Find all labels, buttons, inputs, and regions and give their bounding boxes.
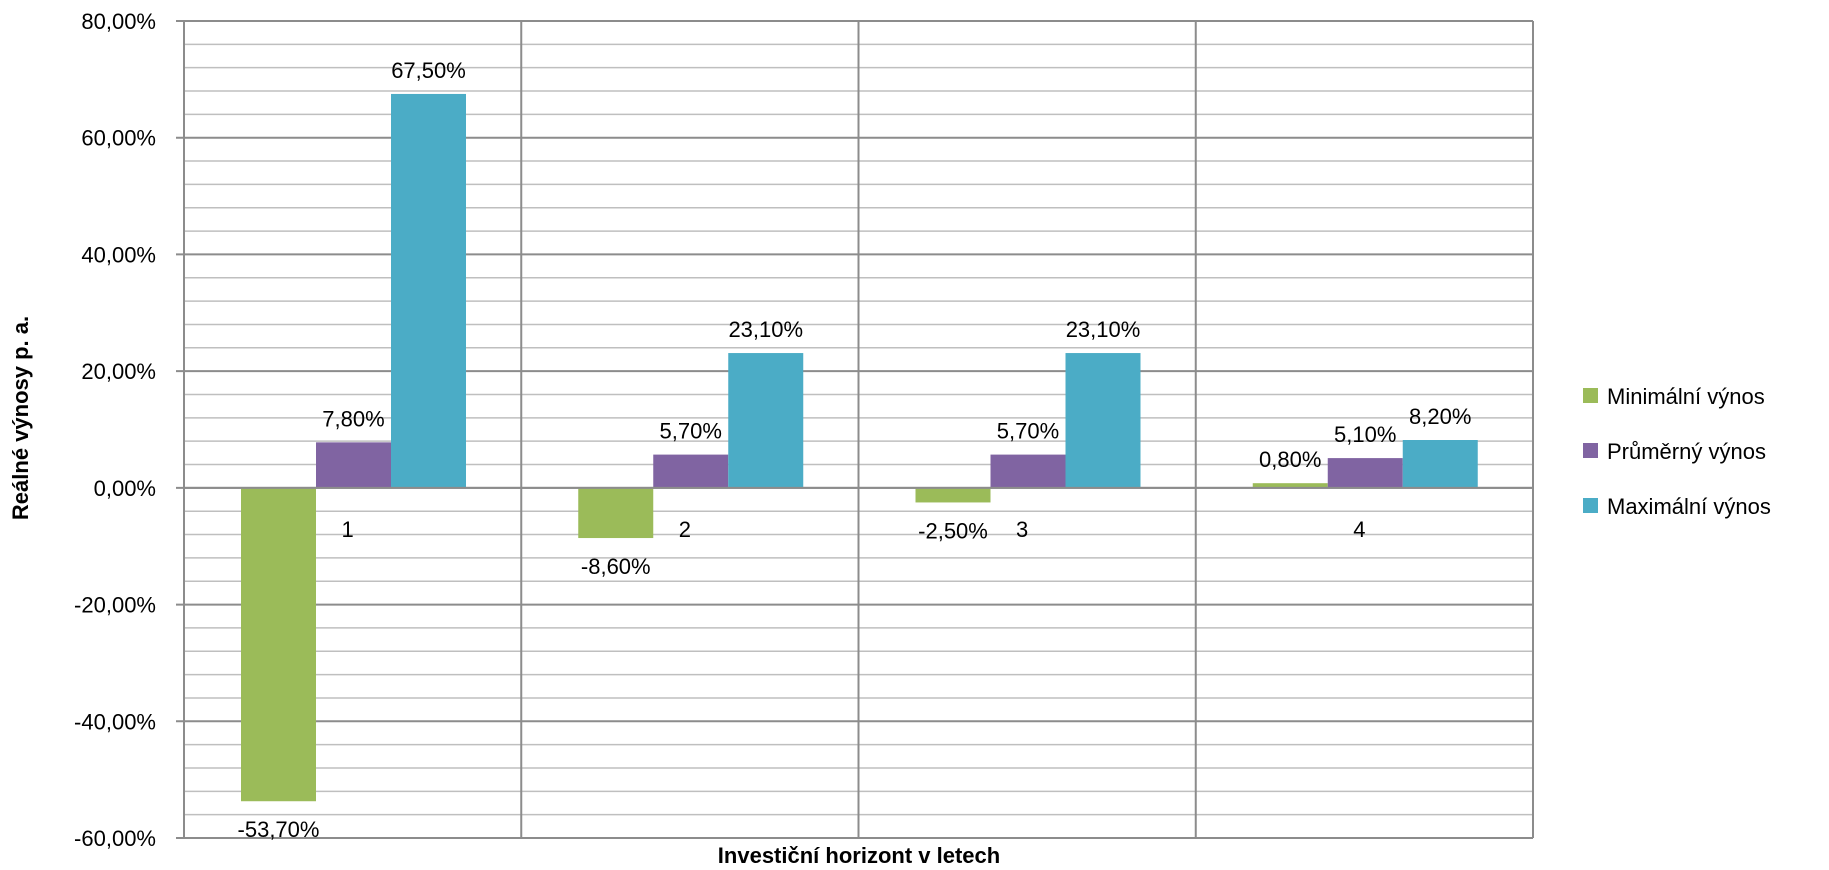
bar xyxy=(728,353,804,488)
bar xyxy=(241,487,316,802)
legend-label: Průměrný výnos xyxy=(1607,439,1766,464)
y-tick-label: 80,00% xyxy=(81,9,156,34)
x-tick-label: 2 xyxy=(679,517,691,542)
bar xyxy=(578,487,654,539)
bars xyxy=(241,93,1478,802)
bar xyxy=(990,454,1066,488)
x-tick-label: 4 xyxy=(1353,517,1365,542)
data-label: 0,80% xyxy=(1259,447,1321,472)
data-label: 7,80% xyxy=(322,406,384,431)
bar xyxy=(1327,458,1403,488)
legend-label: Maximální výnos xyxy=(1607,494,1771,519)
bar xyxy=(1065,353,1141,488)
data-labels: -53,70% 7,80% 67,50% -8,60% 5,70% 23,10% -2,50… xyxy=(238,58,1472,842)
data-label: 23,10% xyxy=(1066,317,1141,342)
data-label: 5,10% xyxy=(1334,422,1396,447)
data-label: 67,50% xyxy=(391,58,466,83)
y-axis-title: Reálné výnosy p. a. xyxy=(8,316,33,520)
legend: Minimální výnos Průměrný výnos Maximální v… xyxy=(1583,384,1771,519)
y-tick-label: 40,00% xyxy=(81,242,156,267)
x-axis-title: Investiční horizont v letech xyxy=(718,843,1000,868)
data-label: 5,70% xyxy=(660,419,722,444)
data-label: 8,20% xyxy=(1409,404,1471,429)
bar xyxy=(1252,483,1328,488)
data-label: 23,10% xyxy=(728,317,803,342)
data-label: -2,50% xyxy=(918,518,988,543)
legend-swatch xyxy=(1583,388,1598,403)
data-label: 5,70% xyxy=(997,419,1059,444)
y-tick-label: 0,00% xyxy=(94,476,156,501)
category-dividers xyxy=(183,21,1534,838)
data-label: -8,60% xyxy=(581,554,651,579)
bar xyxy=(391,93,466,488)
legend-swatch xyxy=(1583,443,1598,458)
x-tick-label: 1 xyxy=(342,517,354,542)
bar xyxy=(1402,440,1478,488)
bar xyxy=(915,487,991,503)
x-tick-label: 3 xyxy=(1016,517,1028,542)
y-tick-label: -20,00% xyxy=(74,593,156,618)
y-tick-label: 20,00% xyxy=(81,359,156,384)
y-tick-labels: -60,00% -40,00% -20,00% 0,00% 20,00% 40,00% 60… xyxy=(74,9,156,851)
x-tick-labels: 1 2 3 4 xyxy=(342,517,1366,542)
bar xyxy=(316,442,391,488)
y-tick-label: 60,00% xyxy=(81,126,156,151)
legend-swatch xyxy=(1583,498,1598,513)
y-tick-label: -60,00% xyxy=(74,826,156,851)
y-tick-label: -40,00% xyxy=(74,709,156,734)
bar xyxy=(653,454,729,488)
data-label: -53,70% xyxy=(238,817,320,842)
legend-label: Minimální výnos xyxy=(1607,384,1765,409)
